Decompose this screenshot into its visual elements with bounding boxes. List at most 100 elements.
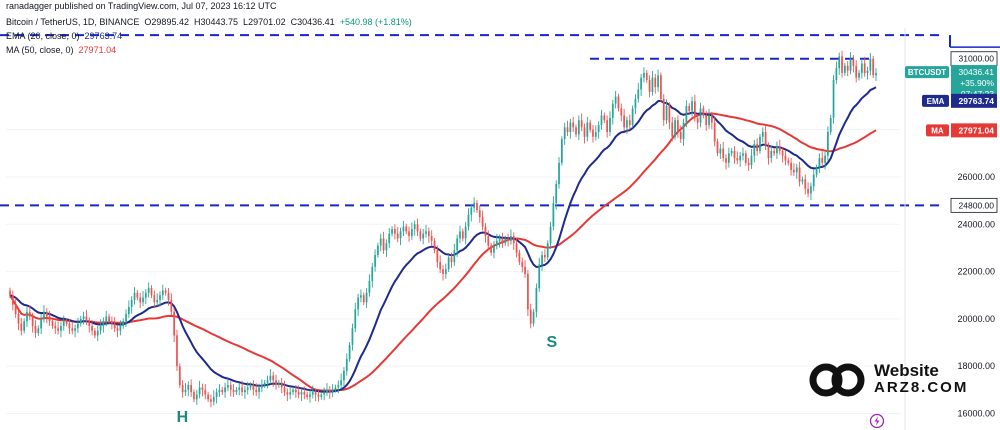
candle-body xyxy=(28,311,31,317)
ma-value-text: 27971.04 xyxy=(959,125,995,135)
candle-body xyxy=(212,396,215,402)
candle-body xyxy=(563,127,566,140)
candle-body xyxy=(382,238,385,251)
candle-body xyxy=(838,56,841,69)
infinity-logo-icon xyxy=(809,363,865,397)
candle-body xyxy=(425,231,427,234)
candle-body xyxy=(631,108,634,125)
candle-body xyxy=(303,392,306,395)
candle-body xyxy=(26,311,28,322)
candle-body xyxy=(11,295,14,305)
candle-body xyxy=(801,179,804,182)
ema-legend[interactable]: EMA (20, close, 0) 29763.74 xyxy=(6,31,122,41)
ohlc-low-label: L xyxy=(243,17,249,27)
candle-body xyxy=(283,387,286,393)
candle-body xyxy=(113,323,116,329)
candle-body xyxy=(869,58,872,71)
candle-body xyxy=(696,117,699,123)
symbol-price: 30436.41 xyxy=(959,67,995,77)
candle-body xyxy=(433,240,436,251)
candle-body xyxy=(227,385,229,388)
candle-body xyxy=(464,226,467,239)
candle-body xyxy=(266,380,269,383)
candle-body xyxy=(65,321,68,324)
candle-body xyxy=(17,314,20,324)
candle-body xyxy=(640,77,642,90)
candle-body xyxy=(125,314,127,322)
candle-body xyxy=(82,316,85,319)
candle-body xyxy=(170,299,173,312)
candle-body xyxy=(345,359,348,371)
candle-body xyxy=(201,387,204,390)
candle-body xyxy=(784,155,787,161)
candle-body xyxy=(280,382,283,388)
candle-body xyxy=(832,80,835,118)
candle-body xyxy=(94,330,96,336)
candle-body xyxy=(60,325,62,331)
candle-body xyxy=(546,243,549,258)
candle-body xyxy=(569,122,572,133)
candle-body xyxy=(297,392,300,395)
moving-averages xyxy=(9,86,877,393)
candle-body xyxy=(532,311,535,324)
symbol-change: +35.90% xyxy=(960,78,994,88)
candle-body xyxy=(88,321,91,326)
candle-body xyxy=(20,323,23,331)
candle-body xyxy=(399,231,402,239)
ma50-line xyxy=(9,112,877,392)
ohlc-close: 30436.41 xyxy=(297,17,335,27)
candle-body xyxy=(374,255,376,267)
candle-body xyxy=(637,89,640,99)
candle-body xyxy=(343,370,345,381)
ma-legend[interactable]: MA (50, close, 0) 27971.04 xyxy=(6,45,116,55)
candle-body xyxy=(708,115,710,125)
candle-body xyxy=(770,150,773,159)
candle-body xyxy=(603,115,606,121)
candle-body xyxy=(807,188,809,194)
candle-body xyxy=(518,252,521,263)
ema-name-text: EMA xyxy=(927,97,945,106)
candle-body xyxy=(224,387,226,393)
candle-body xyxy=(776,146,778,154)
candle-body xyxy=(566,127,569,133)
symbol-price-box xyxy=(951,65,997,100)
candle-body xyxy=(487,236,490,246)
candle-body xyxy=(467,214,470,227)
candle-body xyxy=(665,106,668,121)
candle-body xyxy=(852,58,855,66)
candle-body xyxy=(229,385,232,390)
annotation-s: S xyxy=(547,334,558,351)
candle-body xyxy=(23,321,26,331)
symbol-name-text: BTCUSDT xyxy=(908,68,946,77)
candle-body xyxy=(742,153,744,156)
candle-body xyxy=(43,311,45,319)
candle-body xyxy=(795,167,798,173)
candle-body xyxy=(136,292,139,298)
candle-body xyxy=(108,316,110,322)
candle-body xyxy=(144,292,147,298)
candle-body xyxy=(436,250,439,263)
candle-body xyxy=(691,101,693,111)
ma-name-text: MA xyxy=(931,126,944,135)
symbol-title: Bitcoin / TetherUS, 1D, BINANCE xyxy=(6,17,140,27)
price-tick-label: 20000.00 xyxy=(957,314,995,324)
candle-body xyxy=(68,323,71,329)
candle-body xyxy=(790,162,792,170)
candle-body xyxy=(396,233,399,239)
candle-body xyxy=(450,257,453,263)
candle-body xyxy=(323,392,326,395)
candle-body xyxy=(725,158,727,163)
candle-body xyxy=(320,394,323,397)
candle-body xyxy=(793,169,795,173)
candle-body xyxy=(31,316,34,326)
candle-body xyxy=(351,328,354,345)
candle-body xyxy=(232,389,235,393)
candle-body xyxy=(413,224,416,229)
tradingview-bolt-icon[interactable] xyxy=(869,413,885,429)
candle-body xyxy=(40,318,43,329)
candle-body xyxy=(377,245,379,256)
candle-body xyxy=(671,122,674,137)
candle-body xyxy=(478,210,481,218)
candle-body xyxy=(337,385,340,388)
